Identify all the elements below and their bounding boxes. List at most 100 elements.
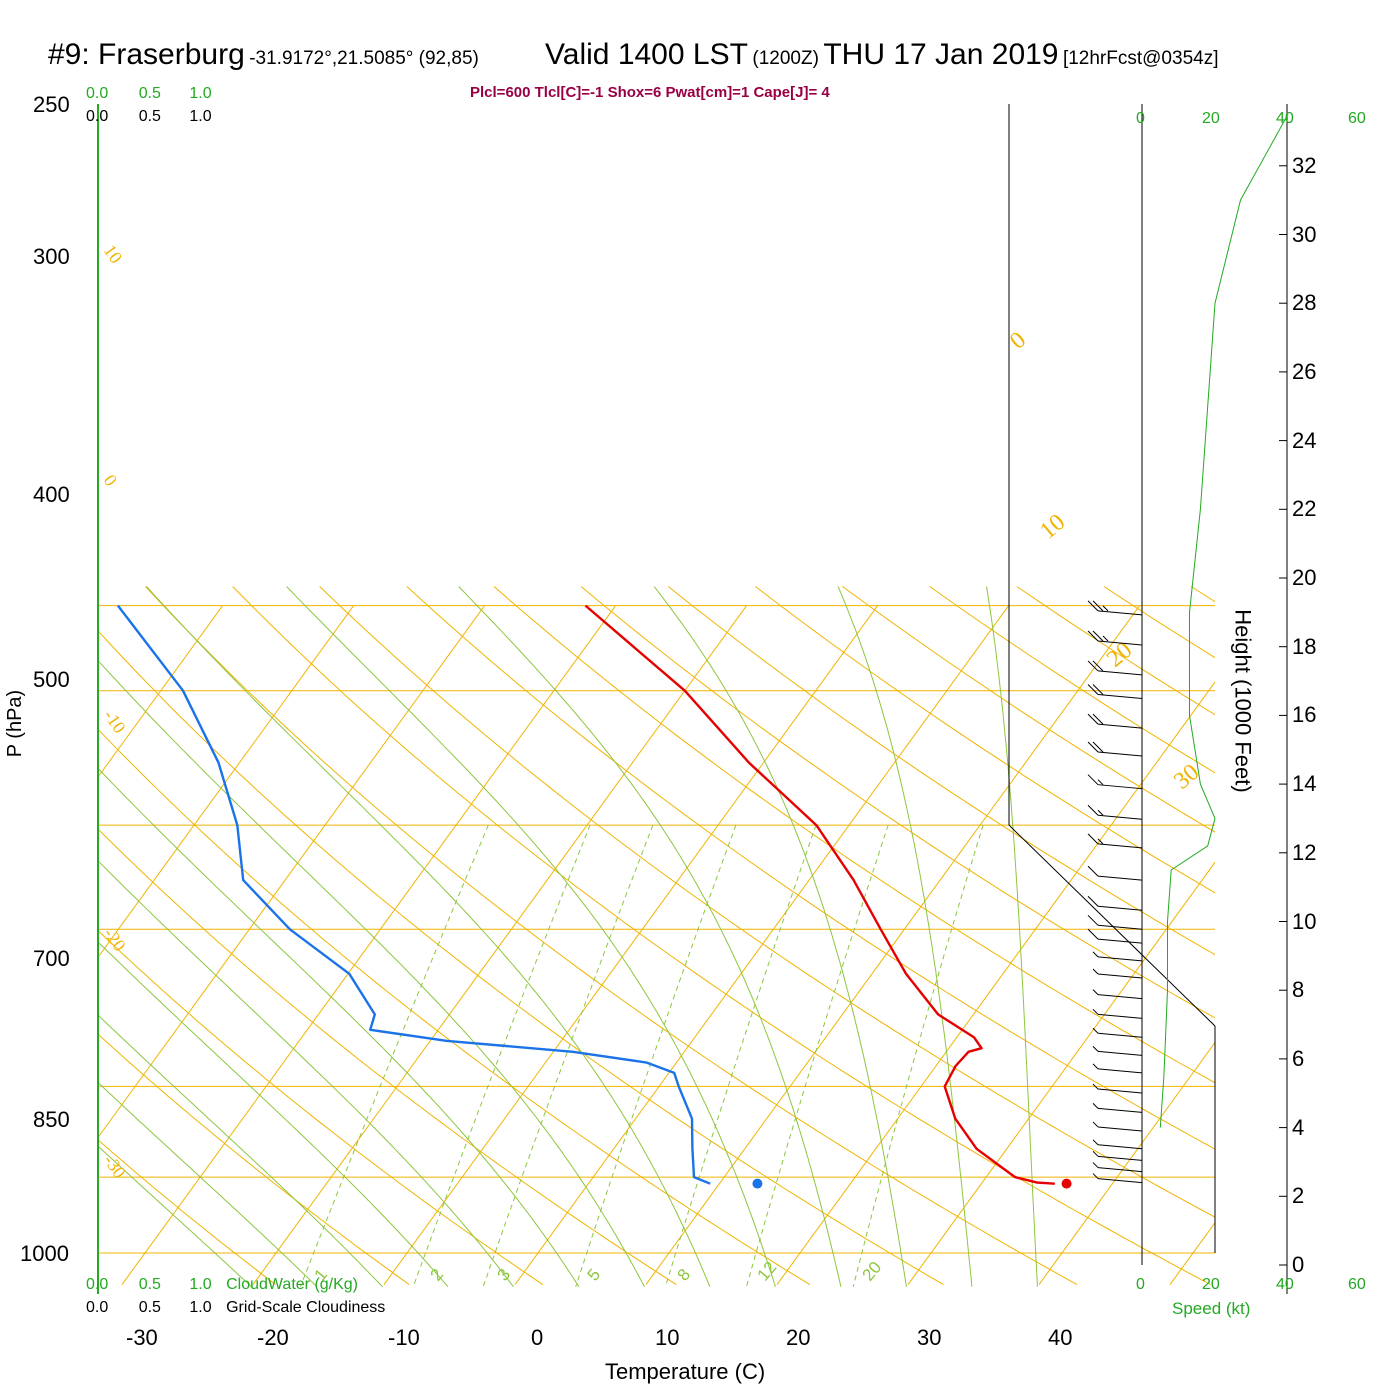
moist-adiabat [146,586,711,1287]
isotherm [1169,1221,1215,1285]
moist-adiabat [98,1014,383,1288]
wind-barb [1087,741,1143,757]
mixing-ratio-label: 3 [494,1265,515,1284]
isotherm [383,605,879,1285]
wind-barb [1087,914,1143,930]
isotherm [907,861,1215,1285]
height-tick: 14 [1292,771,1317,797]
wind-barb [1092,1063,1143,1074]
pressure-tick-1000: 1000 [20,1241,69,1266]
mixing-ratio-line [412,824,591,1287]
wind-barb [1087,895,1143,911]
dry-adiabat [1278,587,1400,1285]
isotherm [252,605,748,1285]
dry-adiabat [755,586,1215,894]
mixing-ratio-line [299,824,489,1287]
wind-barb [1087,928,1143,944]
wind-barb [1092,1121,1143,1132]
wind-barb [1087,630,1143,646]
cloud-scale-bottom: 0.0 0.5 1.0 CloudWater (g/Kg) [86,1276,359,1293]
dry-adiabat [98,728,811,1286]
speed-label: Speed (kt) [1172,1299,1251,1318]
mixing-ratio-label: 8 [674,1265,695,1284]
cloudiness-scale-bottom: 0.0 0.5 1.0 Grid-Scale Cloudiness [86,1299,386,1316]
dry-adiabat [98,1033,410,1286]
wind-barb [1092,1083,1143,1094]
wind-barb [1092,989,1143,1000]
wind-barb [1092,1027,1143,1038]
wind-barb [1092,1173,1143,1184]
isotherm [645,605,1141,1285]
isotherm [514,605,1010,1285]
wind-barb [1092,1103,1143,1113]
mixing-ratio-line [852,824,984,1287]
wind-barb [1092,968,1143,979]
temp-tick-m10: -10 [388,1325,420,1350]
isotherm-label: 10 [1035,509,1070,544]
temp-tick-m30: -30 [126,1325,158,1350]
x-axis-label: Temperature (C) [605,1359,766,1384]
height-tick: 2 [1292,1183,1305,1209]
wind-barb [1087,684,1143,699]
plot-boundary [1008,104,1216,1027]
moist-adiabat [986,586,1038,1287]
dry-adiabat [319,586,1215,1218]
temp-tick-m20: -20 [257,1325,289,1350]
wind-barb [1087,600,1143,616]
height-tick: 24 [1292,427,1317,453]
dry-adiabat [1190,586,1215,603]
dry-adiabat [406,586,1215,1150]
pressure-tick-850: 850 [33,1107,70,1132]
height-tick: 18 [1292,633,1317,659]
dry-adiabat [493,586,1215,1084]
dry-adiabat [232,586,1211,1286]
cloudiness-scale-top: 0.0 0.5 1.0 [86,108,212,125]
moist-adiabat [98,941,449,1288]
dry-adiabat [98,1139,277,1285]
height-tick: 0 [1292,1252,1305,1277]
pressure-tick-500: 500 [33,667,70,692]
moist-adiabat [98,860,514,1288]
height-tick: 12 [1292,839,1317,865]
temp-tick-10: 10 [655,1325,680,1350]
pressure-tick-250: 250 [33,92,70,117]
moist-adiabat [286,586,776,1287]
wind-barb [1087,865,1143,881]
moist-adiabat [458,586,842,1287]
height-tick: 8 [1292,977,1305,1003]
mixing-ratio-line [664,824,817,1287]
height-tick: 20 [1292,565,1317,590]
height-tick: 28 [1292,290,1317,316]
isotherm [121,605,617,1285]
temperature-profile [584,604,1055,1185]
moist-adiabat [837,586,973,1287]
mixing-ratio-label: 12 [754,1258,781,1285]
valid-date: THU 17 Jan 2019 [823,38,1059,71]
height-tick: 16 [1292,702,1317,728]
y-axis-label: P (hPa) [4,689,27,758]
wind-barb [1087,713,1143,729]
moist-adiabat [98,659,645,1288]
wind-barb [1092,1046,1143,1056]
dry-adiabat [1365,587,1400,1285]
isotherm [98,605,224,778]
dry-adiabat [842,586,1215,833]
moist-adiabat [653,586,907,1287]
station-coords: -31.9172°,21.5085° (92,85) [249,48,479,69]
isotherm-label: 0 [100,471,122,490]
wind-barb [1087,833,1143,849]
speed-ticks-top: 0 20 40 60 [1136,110,1366,127]
moist-adiabat [98,1081,318,1288]
mixing-ratio-label: 5 [584,1265,605,1284]
station-title: #9: Fraserburg [48,38,245,71]
temp-tick-20: 20 [786,1325,811,1350]
wind-barb [1092,1150,1143,1161]
stability-indices: Plcl=600 Tlcl[C]=-1 Shox=6 Pwat[cm]=1 Ca… [470,84,830,101]
wind-barb [1087,774,1143,790]
y2-axis-label: Height (1000 Feet) [1230,609,1256,793]
wind-speed-profile [1159,114,1289,1128]
height-tick: 32 [1292,152,1317,178]
dewpoint-profile [116,604,711,1185]
height-tick: 26 [1292,358,1317,384]
